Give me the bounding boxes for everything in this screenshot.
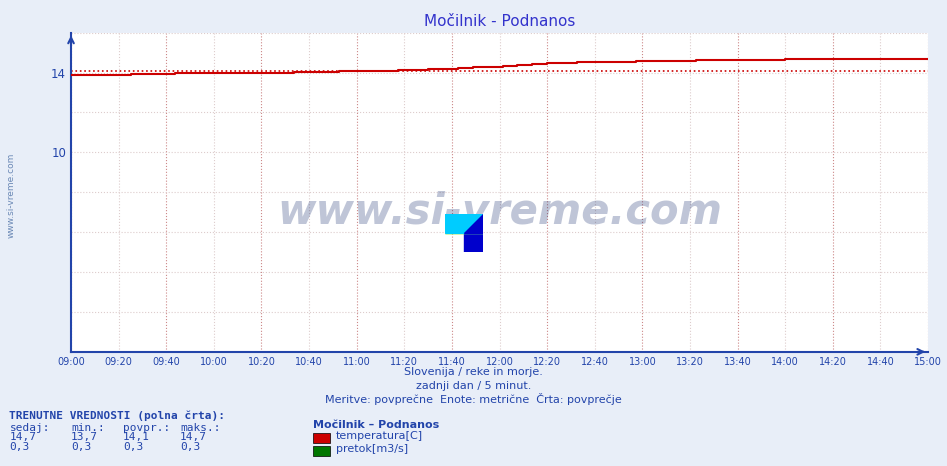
Polygon shape (445, 214, 483, 233)
Bar (464, 233, 483, 252)
Bar (464, 214, 483, 233)
Text: Meritve: povprečne  Enote: metrične  Črta: povprečje: Meritve: povprečne Enote: metrične Črta:… (325, 393, 622, 405)
Text: povpr.:: povpr.: (123, 423, 170, 433)
Text: Slovenija / reke in morje.: Slovenija / reke in morje. (404, 367, 543, 377)
Text: www.si-vreme.com: www.si-vreme.com (7, 153, 16, 239)
Text: 14,7: 14,7 (9, 432, 37, 442)
Bar (445, 214, 464, 233)
Text: 0,3: 0,3 (123, 442, 143, 452)
Polygon shape (464, 214, 483, 233)
Text: zadnji dan / 5 minut.: zadnji dan / 5 minut. (416, 381, 531, 391)
Text: 14,1: 14,1 (123, 432, 151, 442)
Text: 0,3: 0,3 (9, 442, 29, 452)
Text: TRENUTNE VREDNOSTI (polna črta):: TRENUTNE VREDNOSTI (polna črta): (9, 411, 225, 421)
Text: 0,3: 0,3 (71, 442, 91, 452)
Text: 0,3: 0,3 (180, 442, 200, 452)
Text: Močilnik – Podnanos: Močilnik – Podnanos (313, 420, 438, 430)
Text: temperatura[C]: temperatura[C] (336, 431, 423, 440)
Text: pretok[m3/s]: pretok[m3/s] (336, 444, 408, 453)
Text: maks.:: maks.: (180, 423, 221, 433)
Polygon shape (445, 214, 483, 233)
Text: sedaj:: sedaj: (9, 423, 50, 433)
Polygon shape (445, 214, 483, 233)
Text: min.:: min.: (71, 423, 105, 433)
Text: www.si-vreme.com: www.si-vreme.com (277, 191, 722, 233)
Text: 14,7: 14,7 (180, 432, 207, 442)
Text: 13,7: 13,7 (71, 432, 98, 442)
Title: Močilnik - Podnanos: Močilnik - Podnanos (424, 14, 575, 29)
